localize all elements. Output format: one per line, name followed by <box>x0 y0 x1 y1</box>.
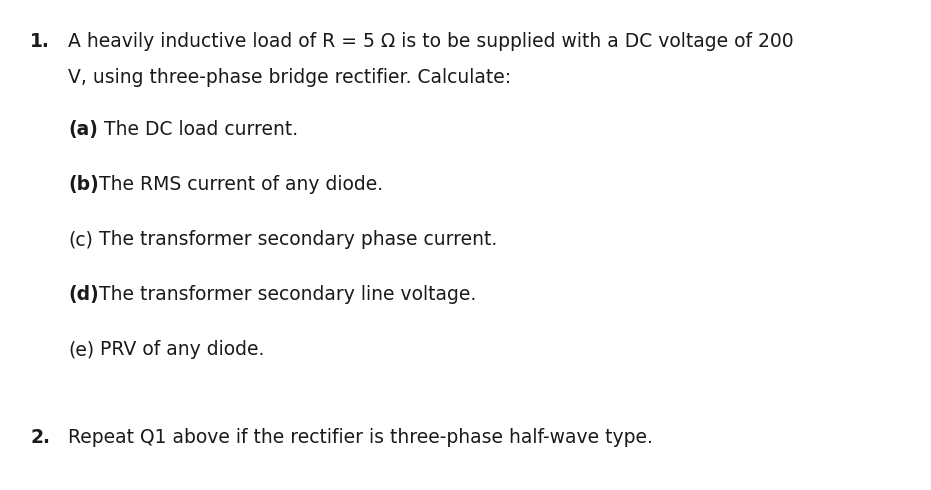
Text: (b): (b) <box>68 175 99 194</box>
Text: The RMS current of any diode.: The RMS current of any diode. <box>99 175 383 194</box>
Text: A heavily inductive load of R = 5 Ω is to be supplied with a DC voltage of 200: A heavily inductive load of R = 5 Ω is t… <box>68 32 793 51</box>
Text: Repeat Q1 above if the rectifier is three-phase half-wave type.: Repeat Q1 above if the rectifier is thre… <box>68 428 653 447</box>
Text: The transformer secondary phase current.: The transformer secondary phase current. <box>93 230 497 249</box>
Text: V, using three-phase bridge rectifier. Calculate:: V, using three-phase bridge rectifier. C… <box>68 68 511 87</box>
Text: The transformer secondary line voltage.: The transformer secondary line voltage. <box>99 285 476 304</box>
Text: 2.: 2. <box>30 428 50 447</box>
Text: (d): (d) <box>68 285 99 304</box>
Text: PRV of any diode.: PRV of any diode. <box>94 340 264 359</box>
Text: 1.: 1. <box>30 32 50 51</box>
Text: (e): (e) <box>68 340 94 359</box>
Text: (c): (c) <box>68 230 93 249</box>
Text: (a): (a) <box>68 120 98 139</box>
Text: The DC load current.: The DC load current. <box>98 120 298 139</box>
